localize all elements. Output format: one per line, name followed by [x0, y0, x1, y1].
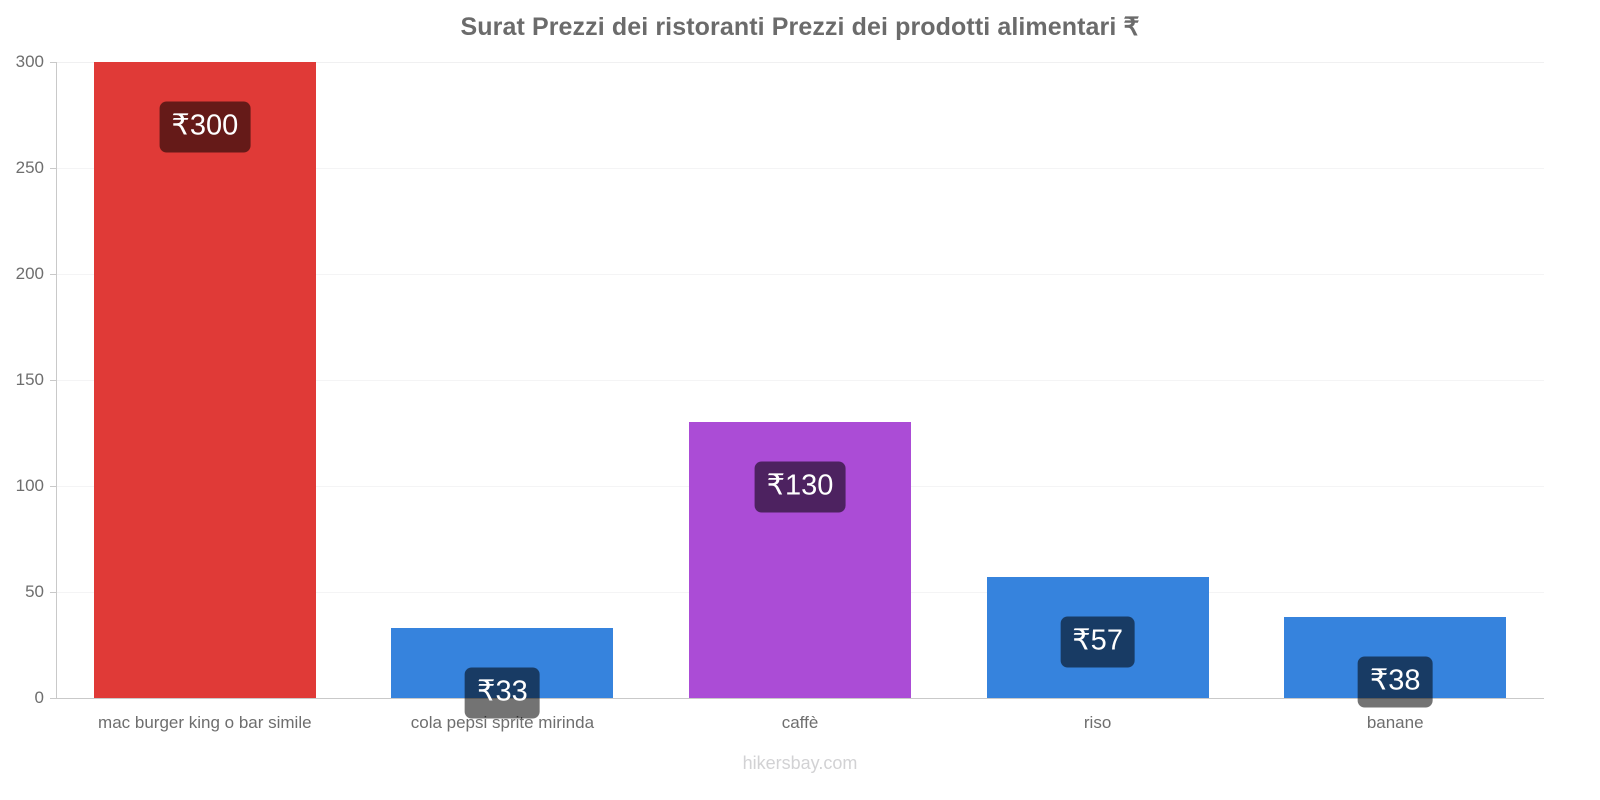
bar-value-label: ₹33: [465, 667, 540, 719]
x-axis-category-label: caffè: [781, 713, 819, 732]
y-axis-tick-label: 100: [15, 476, 44, 495]
y-axis-tick-mark: [50, 380, 56, 381]
y-axis-tick-label: 200: [15, 264, 44, 283]
bar-value-label: ₹130: [754, 461, 846, 513]
bar[interactable]: [93, 62, 316, 698]
source-watermark: hikersbay.com: [742, 753, 858, 773]
bar-value-label: ₹57: [1060, 616, 1135, 668]
x-axis-category-label: riso: [1083, 713, 1112, 732]
y-axis-line: [56, 62, 57, 699]
y-axis-tick-mark: [50, 168, 56, 169]
bar-value-label: ₹38: [1357, 656, 1433, 708]
chart-title: Surat Prezzi dei ristoranti Prezzi dei p…: [460, 13, 1140, 41]
bar-value-label: ₹300: [159, 101, 251, 153]
y-axis-tick-mark: [50, 486, 56, 487]
gridline: [56, 168, 1544, 169]
y-axis-tick-label: 50: [25, 582, 44, 601]
gridline: [56, 274, 1544, 275]
x-axis-line: [56, 698, 1544, 699]
y-axis-tick-label: 300: [15, 52, 44, 71]
y-axis-tick-mark: [50, 274, 56, 275]
y-axis-tick-mark: [50, 698, 56, 699]
x-axis-category-label: mac burger king o bar simile: [98, 713, 312, 732]
gridline: [56, 380, 1544, 381]
y-axis-tick-mark: [50, 592, 56, 593]
y-axis-tick-label: 0: [34, 688, 44, 707]
y-axis-tick-label: 150: [15, 370, 44, 389]
plot-area: [56, 62, 1544, 698]
gridline: [56, 62, 1544, 63]
x-axis-category-label: cola pepsi sprite mirinda: [410, 713, 595, 732]
x-axis-category-label: banane: [1366, 713, 1424, 732]
y-axis-tick-label: 250: [15, 158, 44, 177]
y-axis-tick-mark: [50, 62, 56, 63]
